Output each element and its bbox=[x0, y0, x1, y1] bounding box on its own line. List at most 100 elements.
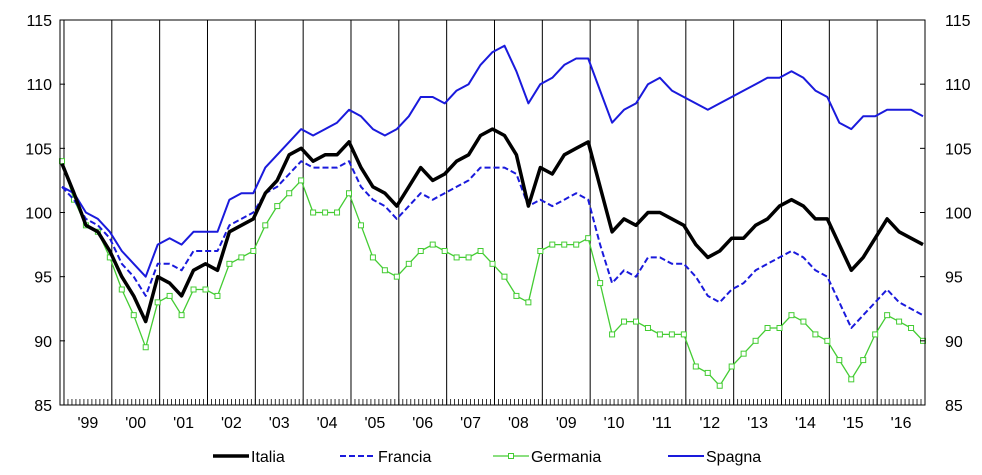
data-point-germania bbox=[453, 254, 460, 261]
data-point-germania bbox=[118, 286, 125, 293]
legend-label-francia: Francia bbox=[378, 449, 431, 466]
data-point-germania bbox=[776, 325, 783, 331]
data-point-germania bbox=[226, 260, 233, 267]
data-point-germania bbox=[190, 286, 197, 293]
x-tick-label: '15 bbox=[843, 415, 864, 432]
x-tick-label: '07 bbox=[460, 415, 481, 432]
data-point-germania bbox=[716, 382, 723, 389]
x-tick-label: '16 bbox=[891, 415, 912, 432]
y-tick-label-right: 110 bbox=[945, 77, 971, 94]
x-tick-label: '08 bbox=[508, 415, 529, 432]
x-tick-label: '10 bbox=[604, 415, 625, 432]
legend: Italia Francia Germania Spagna bbox=[213, 449, 761, 466]
data-point-germania bbox=[537, 248, 544, 254]
data-point-germania bbox=[549, 241, 556, 248]
x-tick-label: '11 bbox=[652, 415, 672, 432]
data-point-germania bbox=[609, 331, 616, 338]
x-tick-label: '06 bbox=[412, 415, 433, 432]
y-tick-label-left: 100 bbox=[25, 206, 52, 223]
y-tick-label-right: 85 bbox=[945, 398, 963, 415]
data-point-germania bbox=[202, 286, 209, 293]
legend-label-germania: Germania bbox=[531, 449, 601, 466]
data-point-germania bbox=[58, 158, 65, 165]
x-tick-label: '04 bbox=[317, 415, 338, 432]
data-point-germania bbox=[238, 254, 245, 261]
x-tick-label: '02 bbox=[221, 415, 242, 432]
data-point-germania bbox=[728, 363, 735, 370]
data-point-germania bbox=[250, 248, 257, 254]
data-point-germania bbox=[525, 299, 532, 306]
x-tick-label: '99 bbox=[77, 415, 98, 432]
data-point-germania bbox=[417, 248, 424, 254]
y-tick-label-right: 90 bbox=[945, 334, 963, 351]
x-tick-label: '09 bbox=[556, 415, 577, 432]
data-point-germania bbox=[848, 376, 855, 383]
data-point-germania bbox=[142, 344, 149, 351]
data-point-germania bbox=[740, 350, 747, 357]
data-point-germania bbox=[298, 177, 305, 184]
data-point-germania bbox=[357, 222, 364, 229]
series-line-italia bbox=[60, 127, 924, 324]
x-tick-label: '00 bbox=[125, 415, 146, 432]
data-point-germania bbox=[178, 312, 185, 319]
month-ticks bbox=[63, 399, 922, 405]
data-point-germania bbox=[310, 209, 317, 216]
y-tick-label-left: 85 bbox=[34, 398, 52, 415]
data-point-germania bbox=[621, 318, 628, 325]
series-line-francia bbox=[61, 160, 924, 329]
data-point-germania bbox=[896, 318, 903, 325]
data-point-germania bbox=[513, 292, 520, 299]
y-tick-label-left: 105 bbox=[25, 141, 52, 158]
data-point-germania bbox=[393, 273, 400, 280]
y-tick-label-left: 90 bbox=[34, 334, 52, 351]
data-point-germania bbox=[644, 325, 651, 331]
data-point-germania bbox=[405, 260, 412, 267]
data-point-germania bbox=[214, 292, 221, 299]
data-point-germania bbox=[262, 222, 269, 229]
x-tick-label: '13 bbox=[747, 415, 768, 432]
x-tick-label: '12 bbox=[699, 415, 720, 432]
data-point-germania bbox=[585, 235, 592, 242]
data-point-germania bbox=[884, 312, 891, 319]
data-point-germania bbox=[860, 357, 867, 364]
plot-area-frame bbox=[59, 19, 926, 406]
data-point-germania bbox=[656, 331, 663, 338]
data-point-germania bbox=[334, 209, 341, 216]
data-point-germania bbox=[489, 260, 496, 267]
y-tick-label-right: 115 bbox=[945, 13, 971, 30]
y-axis-right: 85 90 95 100 105 110 115 bbox=[920, 13, 972, 415]
data-point-germania bbox=[441, 248, 448, 254]
y-tick-label-right: 95 bbox=[945, 270, 963, 287]
data-point-germania bbox=[465, 254, 472, 261]
data-point-germania bbox=[381, 267, 388, 274]
data-point-germania bbox=[477, 248, 484, 254]
y-tick-label-left: 110 bbox=[26, 77, 52, 94]
data-point-germania bbox=[680, 331, 687, 338]
data-point-germania bbox=[561, 241, 568, 248]
y-tick-label-left: 115 bbox=[26, 13, 52, 30]
data-point-germania bbox=[764, 325, 771, 331]
data-point-germania bbox=[154, 299, 161, 306]
data-point-germania bbox=[824, 337, 831, 344]
data-point-germania bbox=[872, 331, 879, 338]
year-separators bbox=[63, 20, 878, 405]
x-tick-label: '03 bbox=[269, 415, 290, 432]
series-line-spagna bbox=[61, 44, 924, 278]
data-point-germania bbox=[704, 369, 711, 376]
y-tick-label-left: 95 bbox=[34, 270, 52, 287]
y-axis-left: 85 90 95 100 105 110 115 bbox=[25, 13, 65, 415]
y-tick-label-right: 100 bbox=[945, 206, 972, 223]
data-point-germania bbox=[286, 190, 293, 197]
data-point-germania bbox=[692, 363, 699, 370]
data-point-germania bbox=[752, 337, 759, 344]
data-point-germania bbox=[345, 190, 352, 197]
data-point-germania bbox=[573, 241, 580, 248]
data-point-germania bbox=[800, 318, 807, 325]
data-point-germania bbox=[130, 312, 137, 319]
x-tick-label: '05 bbox=[364, 415, 385, 432]
x-tick-label: '14 bbox=[795, 415, 816, 432]
data-point-germania bbox=[788, 312, 795, 319]
data-point-germania bbox=[836, 357, 843, 364]
